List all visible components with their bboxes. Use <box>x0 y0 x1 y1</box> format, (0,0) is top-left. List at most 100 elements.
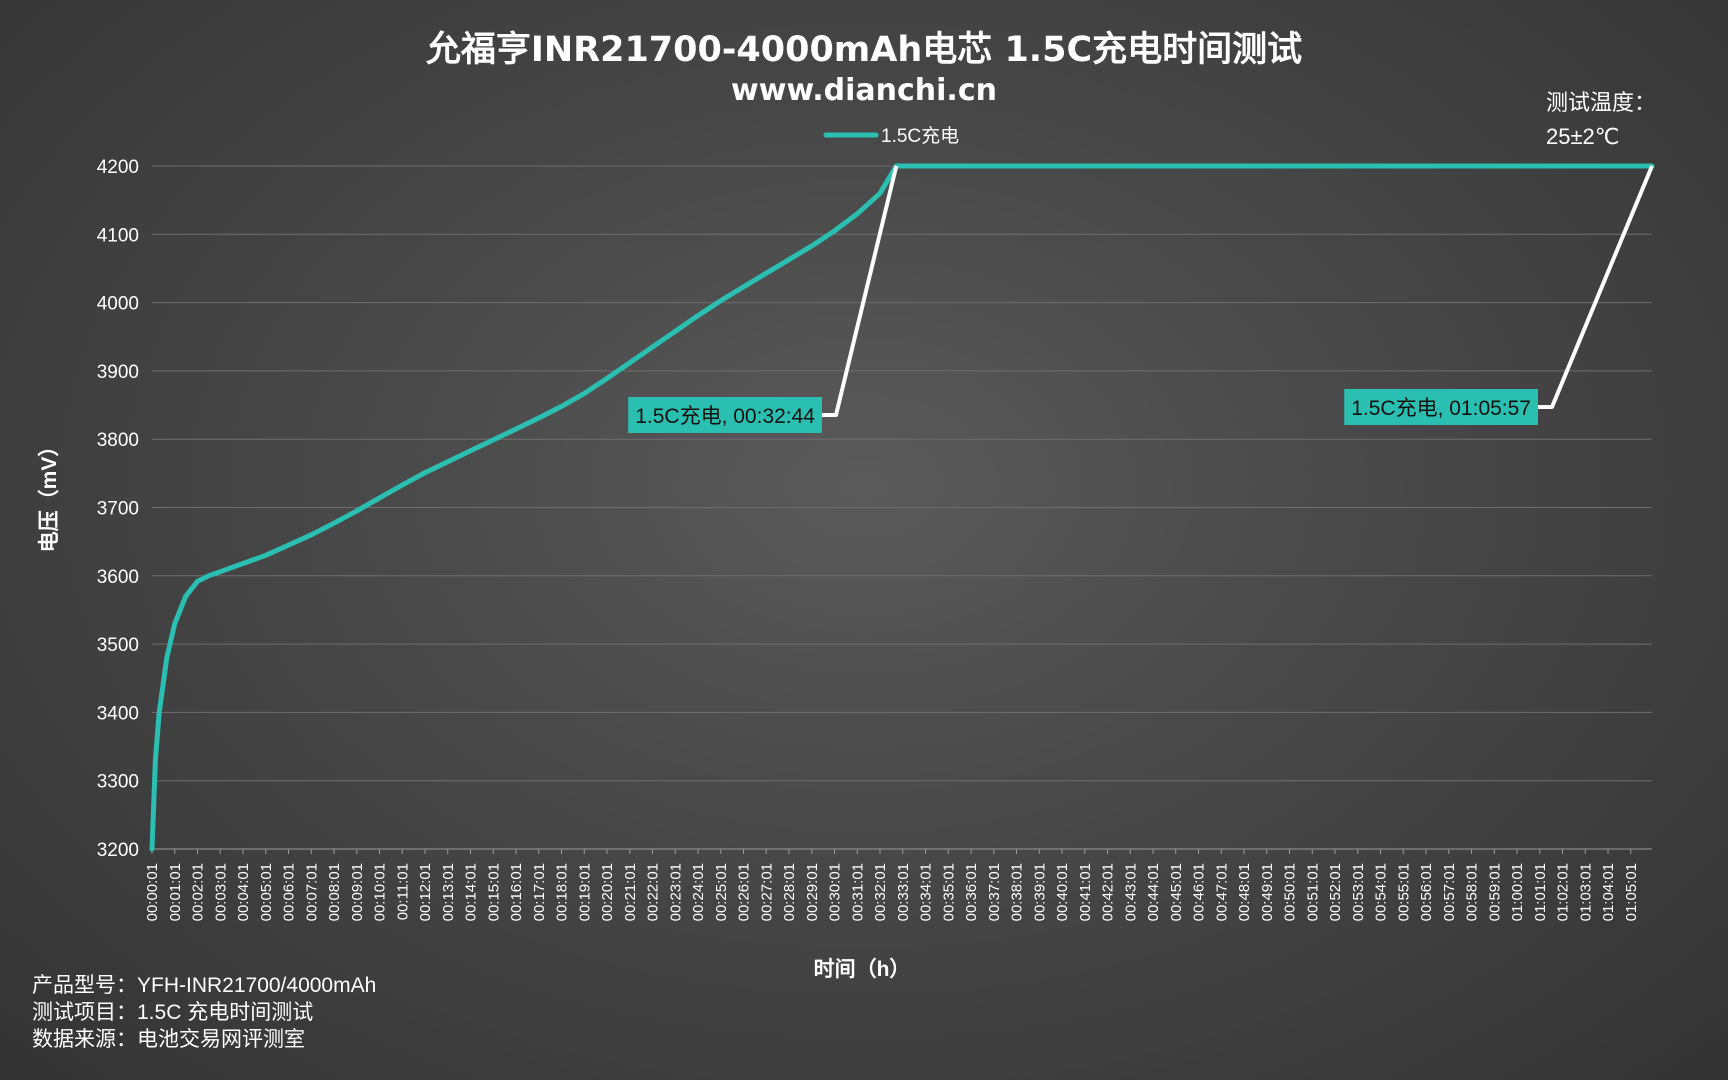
series-line-1-5c-charge <box>149 163 1655 852</box>
annotation-box <box>1344 389 1538 425</box>
x-tick-00:15:01: 00:15:01 <box>485 863 502 921</box>
x-tick-00:28:01: 00:28:01 <box>781 863 798 921</box>
x-tick-00:35:01: 00:35:01 <box>940 863 957 921</box>
x-tick-00:41:01: 00:41:01 <box>1077 863 1094 921</box>
y-tick-3200: 3200 <box>97 840 139 861</box>
annotation-label: 1.5C充电, 01:05:57 <box>1351 397 1531 420</box>
x-tick-00:42:01: 00:42:01 <box>1100 863 1117 921</box>
x-tick-00:06:01: 00:06:01 <box>281 863 298 921</box>
temperature-label: 测试温度： <box>1546 90 1656 115</box>
x-tick-00:33:01: 00:33:01 <box>895 863 912 921</box>
x-tick-00:59:01: 00:59:01 <box>1486 863 1503 921</box>
x-tick-00:17:01: 00:17:01 <box>531 863 548 921</box>
x-tick-00:22:01: 00:22:01 <box>645 863 662 921</box>
annotation-2: 1.5C充电, 01:05:57 <box>1344 165 1654 425</box>
x-tick-00:07:01: 00:07:01 <box>303 863 320 921</box>
y-tick-3600: 3600 <box>97 567 139 588</box>
x-tick-00:56:01: 00:56:01 <box>1418 863 1435 921</box>
y-tick-3300: 3300 <box>97 772 139 793</box>
x-tick-00:53:01: 00:53:01 <box>1350 863 1367 921</box>
x-tick-00:32:01: 00:32:01 <box>872 863 889 921</box>
y-tick-3700: 3700 <box>97 499 139 520</box>
y-tick-labels: 3200 3300 3400 3500 3600 3700 3800 3900 4000 4100… <box>97 157 139 861</box>
x-tick-00:40:01: 00:40:01 <box>1054 863 1071 921</box>
x-tick-00:19:01: 00:19:01 <box>576 863 593 921</box>
x-tick-labels: 00:00:01 00:01:01 00:02:01 00:03:01 00:04:01… <box>144 849 1640 921</box>
x-tick-00:31:01: 00:31:01 <box>849 863 866 921</box>
x-tick-00:04:01: 00:04:01 <box>235 863 252 921</box>
annotation-label: 1.5C充电, 00:32:44 <box>635 405 815 428</box>
x-tick-00:16:01: 00:16:01 <box>508 863 525 921</box>
annotations: 1.5C充电, 00:32:44 1.5C充电, 01:05:57 <box>628 165 1654 433</box>
x-tick-00:23:01: 00:23:01 <box>667 863 684 921</box>
x-tick-00:45:01: 00:45:01 <box>1168 863 1185 921</box>
x-tick-00:50:01: 00:50:01 <box>1282 863 1299 921</box>
x-tick-00:12:01: 00:12:01 <box>417 863 434 921</box>
temperature-value: 25±2℃ <box>1546 124 1620 149</box>
x-tick-00:55:01: 00:55:01 <box>1395 863 1412 921</box>
x-tick-00:14:01: 00:14:01 <box>463 863 480 921</box>
x-tick-00:18:01: 00:18:01 <box>554 863 571 921</box>
x-tick-00:37:01: 00:37:01 <box>986 863 1003 921</box>
y-tick-4000: 4000 <box>97 294 139 315</box>
x-tick-00:52:01: 00:52:01 <box>1327 863 1344 921</box>
x-tick-01:00:01: 01:00:01 <box>1509 863 1526 921</box>
x-tick-00:10:01: 00:10:01 <box>372 863 389 921</box>
chart-subtitle: www.dianchi.cn <box>731 73 997 108</box>
y-axis-label: 电压（mV） <box>37 436 61 553</box>
y-tick-3500: 3500 <box>97 635 139 656</box>
x-tick-00:44:01: 00:44:01 <box>1145 863 1162 921</box>
x-tick-00:49:01: 00:49:01 <box>1259 863 1276 921</box>
y-tick-4200: 4200 <box>97 157 139 178</box>
x-tick-00:27:01: 00:27:01 <box>758 863 775 921</box>
y-tick-3400: 3400 <box>97 703 139 724</box>
annotation-leader-line <box>1538 165 1654 409</box>
x-tick-01:05:01: 01:05:01 <box>1623 863 1640 921</box>
x-tick-00:00:01: 00:00:01 <box>144 863 161 921</box>
x-tick-00:36:01: 00:36:01 <box>963 863 980 921</box>
x-tick-01:02:01: 01:02:01 <box>1555 863 1572 921</box>
x-tick-00:20:01: 00:20:01 <box>599 863 616 921</box>
x-tick-01:03:01: 01:03:01 <box>1577 863 1594 921</box>
x-tick-00:09:01: 00:09:01 <box>349 863 366 921</box>
x-tick-00:51:01: 00:51:01 <box>1304 863 1321 921</box>
x-tick-00:58:01: 00:58:01 <box>1464 863 1481 921</box>
x-tick-00:26:01: 00:26:01 <box>736 863 753 921</box>
x-axis-label: 时间（h） <box>814 957 911 981</box>
y-tick-3900: 3900 <box>97 362 139 383</box>
x-tick-01:04:01: 01:04:01 <box>1600 863 1617 921</box>
legend: 1.5C充电 <box>823 125 959 147</box>
footer-test-item: 测试项目：1.5C 充电时间测试 <box>32 1001 313 1024</box>
x-tick-00:25:01: 00:25:01 <box>713 863 730 921</box>
x-tick-00:29:01: 00:29:01 <box>804 863 821 921</box>
grid-lines <box>152 165 1652 850</box>
x-tick-00:54:01: 00:54:01 <box>1373 863 1390 921</box>
x-tick-01:01:01: 01:01:01 <box>1532 863 1549 921</box>
y-tick-4100: 4100 <box>97 225 139 246</box>
x-tick-00:30:01: 00:30:01 <box>827 863 844 921</box>
x-tick-00:21:01: 00:21:01 <box>622 863 639 921</box>
x-tick-00:38:01: 00:38:01 <box>1009 863 1026 921</box>
x-tick-00:05:01: 00:05:01 <box>258 863 275 921</box>
x-tick-00:13:01: 00:13:01 <box>440 863 457 921</box>
x-tick-00:01:01: 00:01:01 <box>167 863 184 921</box>
footer-model: 产品型号：YFH-INR21700/4000mAh <box>32 974 376 997</box>
x-tick-00:24:01: 00:24:01 <box>690 863 707 921</box>
footer-source: 数据来源：电池交易网评测室 <box>32 1028 305 1051</box>
x-tick-00:43:01: 00:43:01 <box>1122 863 1139 921</box>
x-tick-00:11:01: 00:11:01 <box>394 863 411 920</box>
legend-label: 1.5C充电 <box>881 125 959 147</box>
annotation-leader-line <box>822 165 899 417</box>
x-tick-00:34:01: 00:34:01 <box>918 863 935 921</box>
x-tick-00:57:01: 00:57:01 <box>1441 863 1458 921</box>
y-tick-3800: 3800 <box>97 430 139 451</box>
x-tick-00:47:01: 00:47:01 <box>1213 863 1230 921</box>
footer-info: 产品型号：YFH-INR21700/4000mAh 测试项目：1.5C 充电时间… <box>32 974 376 1051</box>
chart-title: 允福亨INR21700-4000mAh电芯 1.5C充电时间测试 <box>426 30 1302 70</box>
x-tick-00:46:01: 00:46:01 <box>1191 863 1208 921</box>
x-tick-00:39:01: 00:39:01 <box>1031 863 1048 921</box>
annotation-box <box>628 397 822 433</box>
x-tick-00:48:01: 00:48:01 <box>1236 863 1253 921</box>
x-tick-00:02:01: 00:02:01 <box>190 863 207 921</box>
